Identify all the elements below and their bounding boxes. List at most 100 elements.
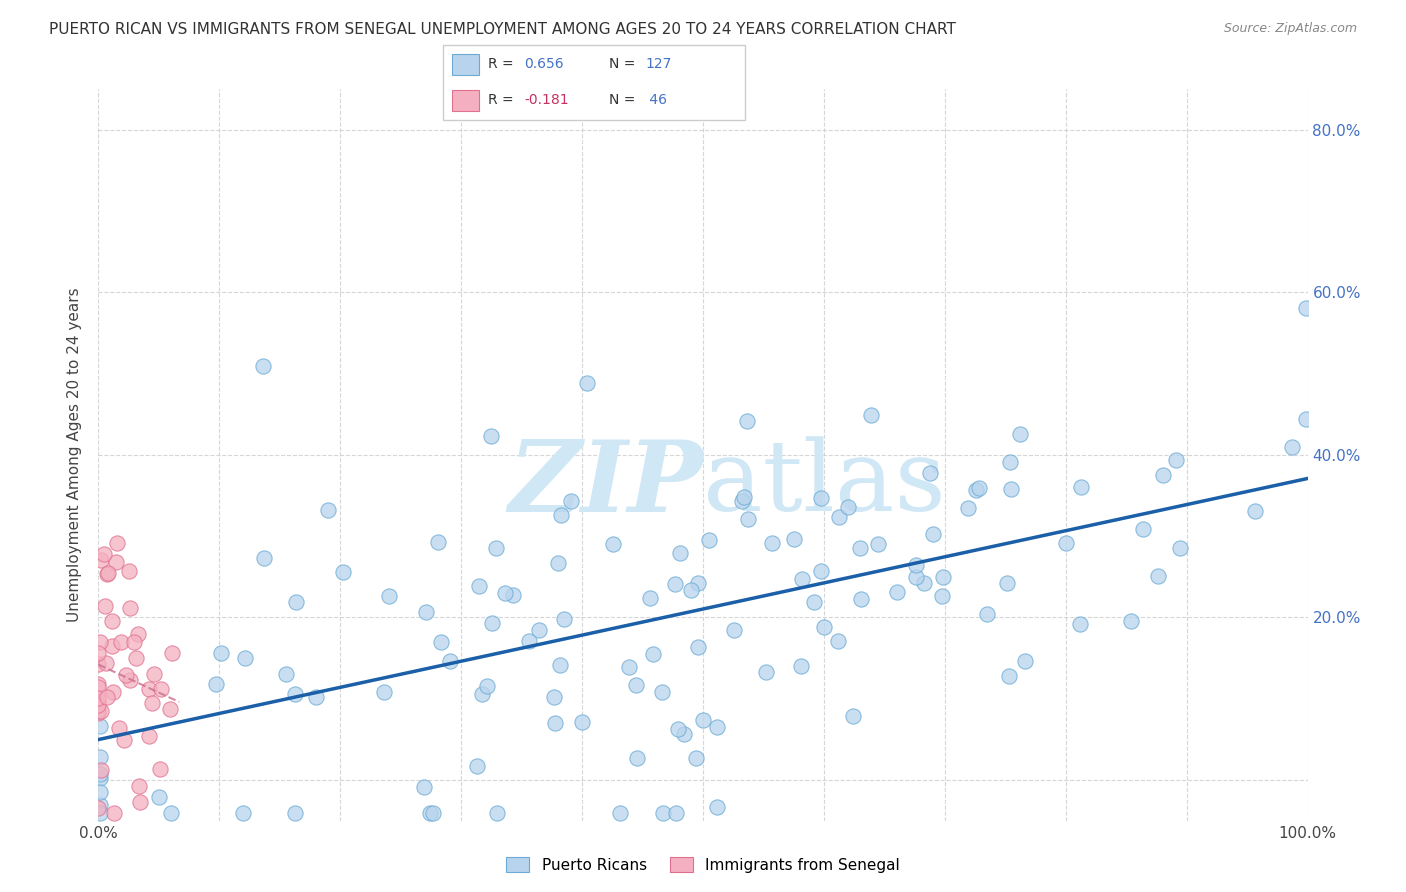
Point bbox=[465, 759, 488, 773]
Point bbox=[905, 558, 928, 573]
Point bbox=[1295, 301, 1317, 315]
Point bbox=[922, 527, 945, 541]
Point bbox=[89, 797, 111, 812]
Point bbox=[89, 634, 111, 648]
Point bbox=[1281, 440, 1303, 454]
Point bbox=[205, 677, 228, 691]
Point bbox=[849, 591, 872, 606]
Point bbox=[686, 575, 709, 590]
Point bbox=[148, 789, 170, 804]
Text: ZIP: ZIP bbox=[508, 436, 703, 533]
Point bbox=[112, 732, 135, 747]
Point bbox=[89, 767, 111, 781]
Point bbox=[548, 658, 571, 673]
Point bbox=[427, 535, 450, 549]
Text: R =: R = bbox=[488, 57, 519, 71]
Point bbox=[122, 635, 145, 649]
Point bbox=[378, 589, 401, 603]
Point bbox=[87, 657, 110, 671]
Text: N =: N = bbox=[609, 57, 640, 71]
Point bbox=[965, 483, 987, 497]
Point bbox=[665, 805, 688, 820]
Point bbox=[669, 546, 692, 560]
Point bbox=[686, 640, 709, 655]
Point bbox=[108, 721, 131, 735]
Point bbox=[547, 556, 569, 570]
Point bbox=[105, 555, 128, 569]
Point bbox=[624, 678, 647, 692]
Point bbox=[94, 599, 117, 614]
Point bbox=[479, 429, 502, 443]
Point bbox=[783, 532, 806, 546]
Point bbox=[87, 690, 110, 705]
Point bbox=[998, 668, 1021, 682]
Point bbox=[886, 584, 908, 599]
Point bbox=[651, 805, 673, 820]
Point bbox=[110, 635, 132, 649]
Point bbox=[1000, 483, 1022, 497]
Point bbox=[87, 646, 110, 660]
Point bbox=[571, 714, 593, 729]
Point bbox=[1164, 453, 1187, 467]
Point bbox=[1132, 522, 1154, 536]
Text: Source: ZipAtlas.com: Source: ZipAtlas.com bbox=[1223, 22, 1357, 36]
Point bbox=[253, 550, 276, 565]
Point bbox=[87, 698, 110, 712]
Text: -0.181: -0.181 bbox=[524, 94, 569, 107]
Legend: Puerto Ricans, Immigrants from Senegal: Puerto Ricans, Immigrants from Senegal bbox=[501, 851, 905, 879]
Point bbox=[471, 687, 494, 701]
Point bbox=[485, 805, 508, 820]
Text: atlas: atlas bbox=[703, 436, 946, 532]
Point bbox=[103, 685, 125, 699]
Point bbox=[664, 577, 686, 591]
Point bbox=[118, 673, 141, 687]
Point bbox=[1008, 426, 1031, 441]
Point bbox=[305, 690, 328, 704]
FancyBboxPatch shape bbox=[451, 54, 479, 75]
Point bbox=[617, 660, 640, 674]
Point bbox=[90, 704, 112, 718]
Point bbox=[96, 690, 118, 705]
FancyBboxPatch shape bbox=[443, 45, 745, 120]
Point bbox=[755, 665, 778, 679]
Point bbox=[1119, 614, 1142, 628]
Point bbox=[150, 681, 173, 696]
Text: PUERTO RICAN VS IMMIGRANTS FROM SENEGAL UNEMPLOYMENT AMONG AGES 20 TO 24 YEARS C: PUERTO RICAN VS IMMIGRANTS FROM SENEGAL … bbox=[49, 22, 956, 37]
Point bbox=[1170, 541, 1192, 555]
Point bbox=[96, 657, 118, 671]
Point bbox=[209, 646, 232, 660]
Point bbox=[550, 508, 572, 522]
Point bbox=[1070, 480, 1092, 494]
Point bbox=[609, 805, 631, 820]
Point bbox=[731, 494, 754, 508]
Point bbox=[640, 591, 662, 605]
Text: N =: N = bbox=[609, 94, 640, 107]
Point bbox=[232, 805, 254, 820]
FancyBboxPatch shape bbox=[451, 90, 479, 112]
Point bbox=[103, 805, 125, 820]
Text: 127: 127 bbox=[645, 57, 672, 71]
Point bbox=[1069, 616, 1091, 631]
Point bbox=[827, 634, 849, 648]
Point bbox=[160, 805, 183, 820]
Point bbox=[651, 685, 673, 699]
Point bbox=[142, 666, 165, 681]
Point bbox=[419, 805, 441, 820]
Point bbox=[415, 605, 437, 619]
Point bbox=[672, 727, 695, 741]
Point bbox=[967, 482, 990, 496]
Text: 46: 46 bbox=[645, 94, 668, 107]
Point bbox=[553, 612, 575, 626]
Point bbox=[502, 588, 524, 602]
Point bbox=[918, 466, 941, 480]
Point bbox=[685, 751, 707, 765]
Point bbox=[467, 579, 489, 593]
Point bbox=[544, 715, 567, 730]
Point bbox=[813, 619, 835, 633]
Point bbox=[87, 677, 110, 691]
Point bbox=[160, 646, 183, 660]
Point bbox=[761, 535, 783, 549]
Point bbox=[422, 805, 444, 820]
Point bbox=[626, 751, 648, 765]
Point bbox=[149, 762, 172, 776]
